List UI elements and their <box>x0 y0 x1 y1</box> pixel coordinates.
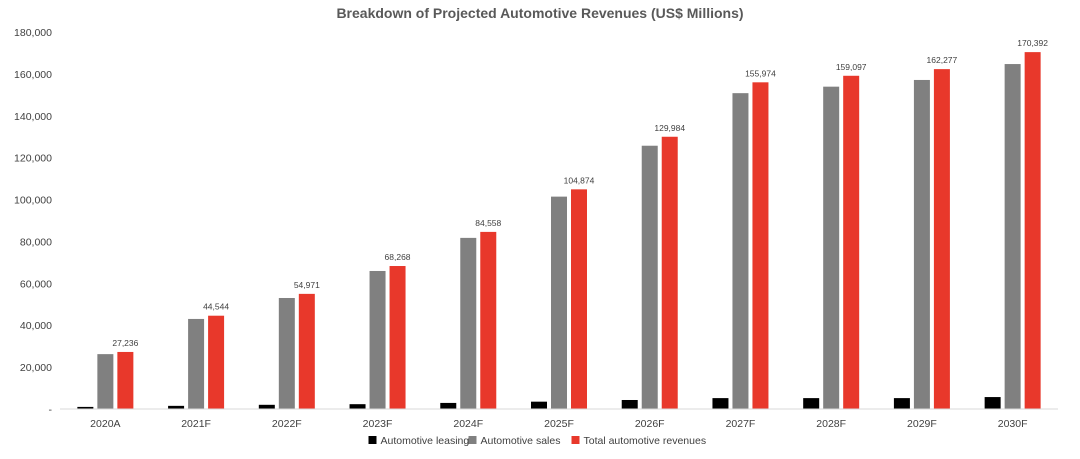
bar-sales-2030F <box>1004 64 1021 410</box>
x-tick-label: 2025F <box>544 418 574 430</box>
data-label-2024F: 84,558 <box>475 218 501 228</box>
x-axis: 2020A 2021F 2022F 2023F 2024F 2025F 2026F 2027F… <box>90 418 1027 430</box>
bar-sales-2026F <box>641 145 658 409</box>
bar-leasing-2030F <box>984 397 1001 409</box>
x-tick-label: 2027F <box>726 418 756 430</box>
bar-leasing-2020A <box>77 406 94 409</box>
data-label-2021F: 44,544 <box>203 302 229 312</box>
data-label-2030F: 170,392 <box>1017 38 1048 48</box>
legend-swatch-total <box>571 436 580 444</box>
bar-leasing-2023F <box>349 404 366 409</box>
bar-total-2028F <box>843 75 860 409</box>
bar-leasing-2022F <box>258 404 275 409</box>
bar-sales-2023F <box>369 270 386 409</box>
y-tick-label: - <box>49 404 53 416</box>
x-tick-label: 2028F <box>816 418 846 430</box>
x-tick-label: 2023F <box>363 418 393 430</box>
bar-total-2026F <box>661 136 678 409</box>
y-tick-label: 160,000 <box>14 69 52 81</box>
bar-leasing-2028F <box>803 398 820 409</box>
bar-total-2024F <box>480 231 497 409</box>
bar-leasing-2021F <box>168 405 185 409</box>
bar-total-2023F <box>389 266 406 409</box>
y-tick-label: 140,000 <box>14 111 52 123</box>
bar-total-2030F <box>1024 52 1041 410</box>
y-tick-label: 120,000 <box>14 153 52 165</box>
bar-leasing-2026F <box>621 399 638 409</box>
data-label-2020A: 27,236 <box>112 338 138 348</box>
y-tick-label: 100,000 <box>14 195 52 207</box>
bar-total-2021F <box>208 315 225 409</box>
bar-sales-2020A <box>97 354 114 409</box>
data-label-2026F: 129,984 <box>654 123 685 133</box>
bar-sales-2024F <box>460 237 477 409</box>
bar-sales-2028F <box>823 86 840 409</box>
y-tick-label: 60,000 <box>20 278 52 290</box>
bar-leasing-2025F <box>531 401 547 409</box>
x-tick-label: 2021F <box>181 418 211 430</box>
bar-sales-2022F <box>278 297 295 409</box>
x-tick-label: 2024F <box>453 418 483 430</box>
y-tick-label: 40,000 <box>20 320 52 332</box>
bar-total-2029F <box>933 69 950 409</box>
x-tick-label: 2029F <box>907 418 937 430</box>
bar-sales-2021F <box>188 318 205 409</box>
y-axis: - 20,000 40,000 60,000 80,000 100,000 120,000 1… <box>14 27 52 416</box>
data-labels: 27,236 44,544 54,971 68,268 84,558 104,874 129… <box>112 38 1048 348</box>
bar-total-2027F <box>752 82 769 410</box>
x-tick-label: 2022F <box>272 418 302 430</box>
data-label-2022F: 54,971 <box>294 280 320 290</box>
data-label-2027F: 155,974 <box>745 68 776 78</box>
data-label-2023F: 68,268 <box>385 252 411 262</box>
data-label-2028F: 159,097 <box>836 62 867 72</box>
data-label-2025F: 104,874 <box>564 175 595 185</box>
bar-leasing-2029F <box>893 398 910 409</box>
bar-total-2020A <box>117 351 134 409</box>
y-tick-label: 80,000 <box>20 236 52 248</box>
bar-sales-2027F <box>732 93 749 409</box>
legend: Automotive leasing Automotive sales Total … <box>368 435 707 447</box>
y-tick-label: 180,000 <box>14 27 52 39</box>
x-tick-label: 2020A <box>90 418 120 430</box>
bar-leasing-2024F <box>440 402 457 409</box>
bar-sales-2029F <box>913 79 930 410</box>
bars <box>77 52 1041 410</box>
bar-leasing-2027F <box>712 398 729 409</box>
bar-total-2025F <box>571 189 587 409</box>
x-tick-label: 2026F <box>635 418 665 430</box>
legend-label-leasing: Automotive leasing <box>381 435 470 447</box>
y-tick-label: 20,000 <box>20 362 52 374</box>
legend-label-sales: Automotive sales <box>481 435 561 447</box>
legend-label-total: Total automotive revenues <box>584 435 707 447</box>
data-label-2029F: 162,277 <box>927 55 958 65</box>
legend-swatch-leasing <box>368 436 377 444</box>
bar-total-2022F <box>298 293 315 409</box>
x-tick-label: 2030F <box>998 418 1028 430</box>
bar-sales-2025F <box>551 196 567 409</box>
legend-swatch-sales <box>468 436 477 444</box>
chart-title: Breakdown of Projected Automotive Revenu… <box>336 5 743 21</box>
